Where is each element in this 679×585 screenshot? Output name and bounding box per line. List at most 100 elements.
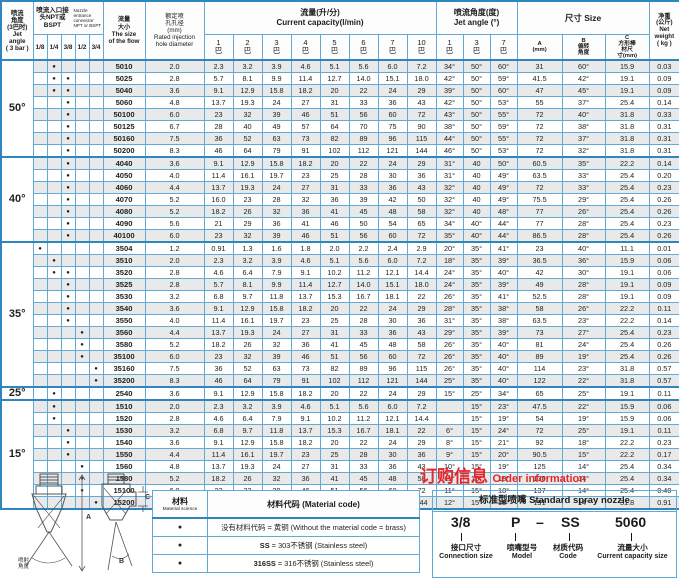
spec-row-3540: ● 3540 3.6 9.1 12.9 15.8 18.2 20 22 24 29 28° 35° 38°…	[1, 302, 679, 316]
capacity-cell-1bar: 4.6	[203, 412, 234, 426]
size-b-cell: 32°	[561, 144, 606, 158]
size-b-cell: 28°	[561, 278, 606, 292]
connector-dot-38: ●	[60, 424, 76, 438]
capacity-cell-1bar: 2.3	[203, 254, 234, 268]
dim-a-label: A	[86, 514, 92, 521]
capacity-cell-3bar: 19.7	[261, 314, 292, 328]
spec-row-4050: ● 4050 4.0 11.4 16.1 19.7 23 25 28 30 36 31° 40 49° 63…	[1, 169, 679, 183]
capacity-cell-3bar: 7.9	[261, 412, 292, 426]
capacity-cell-1bar: 4.6	[203, 266, 234, 280]
capacity-cell-1bar: 5.7	[203, 278, 234, 292]
connector-dot-14	[46, 169, 62, 183]
capacity-cell-7bar: 12.1	[377, 266, 408, 280]
spec-row-1540: ● 1540 3.6 9.1 12.9 15.8 18.2 20 22 24 29 8° 15° 21° 9…	[1, 436, 679, 450]
net-weight-cell: 0.03	[648, 59, 679, 74]
capacity-cell-10bar: 43	[406, 96, 437, 110]
capacity-cell-2bar: 19.3	[232, 181, 263, 195]
size-a-cell: 72	[516, 144, 563, 158]
capacity-cell-7bar: 24	[377, 84, 408, 98]
header-fraction-14: 1/4	[46, 34, 62, 61]
capacity-cell-1bar: 13.7	[203, 96, 234, 110]
connector-dot-14: ●	[46, 254, 62, 268]
connector-dot-18	[32, 217, 48, 231]
connector-dot-38: ●	[60, 302, 76, 316]
capacity-cell-4bar: 36	[290, 205, 321, 219]
capacity-cell-5bar: 15.3	[319, 290, 350, 304]
connector-dot-34	[88, 241, 104, 256]
capacity-cell-5bar: 102	[319, 374, 350, 388]
connector-dot-12	[74, 229, 90, 243]
capacity-cell-10bar: 2.9	[406, 241, 437, 256]
jet-angle-cell-1bar: 15°	[435, 386, 464, 401]
connector-dot-34	[88, 144, 104, 158]
jet-angle-cell-1bar: 46°	[435, 144, 464, 158]
jet-angle-group-label: 25°	[0, 386, 34, 401]
size-a-cell: 89	[516, 350, 563, 364]
capacity-cell-5bar: 102	[319, 144, 350, 158]
spec-row-40100: ● 40100 6.0 23 32 39 46 51 56 60 72 35° 40° 44° 86.5 28…	[1, 229, 679, 243]
spec-row-35200: ● 35200 8.3 46 64 79 91 102 112 121 144 25° 35° 40° 12…	[1, 374, 679, 388]
connector-dot-34	[88, 193, 104, 207]
model-cell: 50200	[102, 144, 146, 158]
connector-dot-18	[32, 229, 48, 243]
capacity-cell-7bar: 96	[377, 362, 408, 376]
connector-dot-18	[32, 96, 48, 110]
connector-dot-34	[88, 302, 104, 316]
header-fraction-34: 3/4	[88, 34, 104, 61]
capacity-cell-1bar: 9.1	[203, 302, 234, 316]
jet-angle-cell-1bar: 44°	[435, 132, 464, 146]
capacity-cell-2bar: 32	[232, 229, 263, 243]
jet-angle-cell-7bar: 40°	[489, 362, 518, 376]
size-a-cell: 114	[516, 362, 563, 376]
size-b-cell: 19°	[561, 412, 606, 426]
jet-angle-cell-1bar: 26°	[435, 338, 464, 352]
connector-dot-12	[74, 290, 90, 304]
capacity-cell-5bar: 51	[319, 108, 350, 122]
capacity-cell-2bar: 8.1	[232, 72, 263, 86]
material-code-header: 材料代码 (Material code)	[207, 490, 420, 519]
capacity-cell-10bar: 72	[406, 229, 437, 243]
jet-angle-cell-3bar: 35°	[462, 290, 491, 304]
hole-diameter-cell: 6.7	[144, 120, 205, 134]
model-cell: 4040	[102, 156, 146, 171]
order-code-label: 材质代码 Code	[552, 543, 584, 560]
jet-angle-cell-3bar: 35°	[462, 374, 491, 388]
model-cell: 5040	[102, 84, 146, 98]
capacity-cell-5bar: 20	[319, 302, 350, 316]
jet-angle-cell-7bar: 53°	[489, 144, 518, 158]
model-cell: 3580	[102, 338, 146, 352]
spec-row-5025: ● ● 5025 2.8 5.7 8.1 9.9 11.4 12.7 14.0 15.1 18.0 42…	[1, 72, 679, 86]
hole-diameter-cell: 5.2	[144, 193, 205, 207]
size-c-cell: 15.9	[604, 254, 650, 268]
jet-angle-cell-1bar: 42°	[435, 96, 464, 110]
jet-angle-cell-3bar: 40°	[462, 229, 491, 243]
order-title-zh: 订购信息	[420, 467, 488, 486]
size-b-cell: 24°	[561, 338, 606, 352]
size-a-cell: 122	[516, 374, 563, 388]
model-cell: 35160	[102, 362, 146, 376]
size-a-cell: 55	[516, 96, 563, 110]
model-cell: 35100	[102, 350, 146, 364]
model-cell: 50125	[102, 120, 146, 134]
header-size-c: C 方形棒 材尺 寸(mm)	[604, 34, 650, 61]
size-c-cell: 19.1	[604, 278, 650, 292]
hole-diameter-cell: 2.0	[144, 254, 205, 268]
size-b-cell: 14°	[561, 496, 606, 510]
capacity-cell-6bar: 22	[348, 156, 379, 171]
connector-dot-14	[46, 424, 62, 438]
connector-dot-18	[32, 412, 48, 426]
model-cell: 4090	[102, 217, 146, 231]
jet-angle-cell-1bar	[435, 399, 464, 414]
net-weight-cell: 0.31	[648, 120, 679, 134]
jet-angle-cell-3bar: 35°	[462, 241, 491, 256]
capacity-cell-7bar: 24	[377, 302, 408, 316]
jet-angle-cell-7bar: 55°	[489, 108, 518, 122]
capacity-cell-5bar: 15.3	[319, 424, 350, 438]
jet-angle-cell-7bar: 39°	[489, 278, 518, 292]
capacity-cell-6bar: 28	[348, 448, 379, 462]
jet-angle-cell-3bar: 40	[462, 169, 491, 183]
table-header: 喷流 角度 (3巴时) Jet angle ( 3 bar ) 喷流入口接 头N…	[0, 0, 679, 61]
capacity-cell-10bar: 22	[406, 424, 437, 438]
connector-dot-38: ●	[60, 205, 76, 219]
